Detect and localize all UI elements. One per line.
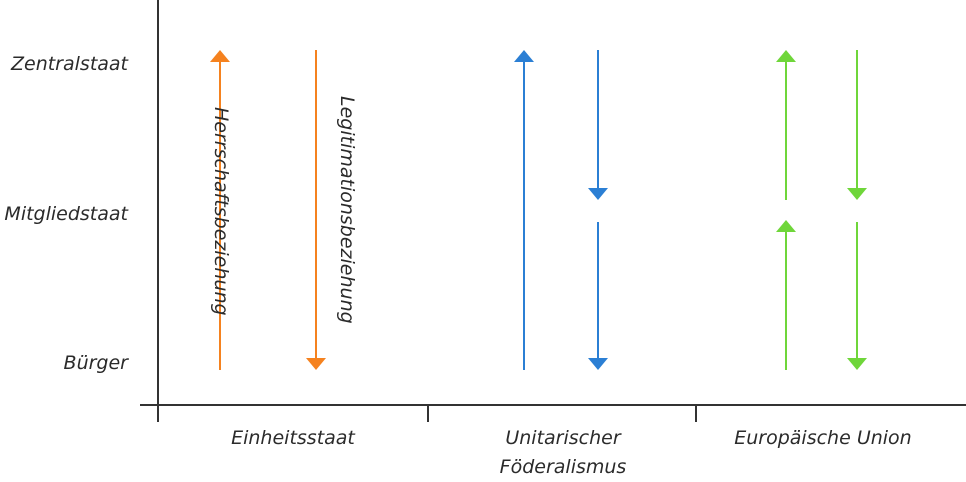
label-legitimationsbeziehung: Legitimationsbeziehung [336,96,358,324]
model-label-europaeische-union: Europäische Union [693,424,953,453]
model-label-line: Einheitsstaat [231,427,355,449]
level-label-mitgliedstaat: Mitgliedstaat [4,203,128,225]
level-label-buerger: Bürger [63,352,128,374]
model-label-line: Europäische Union [734,427,912,449]
arrow-down-head [588,188,608,200]
model-label-unitarischer-foederalismus: Unitarischer Föderalismus [433,424,693,482]
einheitsstaat-arrows [210,50,326,370]
model-label-line: Föderalismus [499,456,627,478]
arrow-down-head [588,358,608,370]
arrow-up-head [776,220,796,232]
arrow-down-head [306,358,326,370]
level-label-zentralstaat: Zentralstaat [10,53,128,75]
arrow-up-head [514,50,534,62]
model-label-line: Unitarischer [505,427,621,449]
arrow-up-head [776,50,796,62]
arrow-down-head [847,358,867,370]
unitarischer-foederalismus-arrows [514,50,608,370]
arrow-down-head [847,188,867,200]
label-herrschaftsbeziehung: Herrschaftsbeziehung [210,107,232,316]
arrow-up-head [210,50,230,62]
model-label-einheitsstaat: Einheitsstaat [163,424,423,453]
europaeische-union-arrows [776,50,867,370]
